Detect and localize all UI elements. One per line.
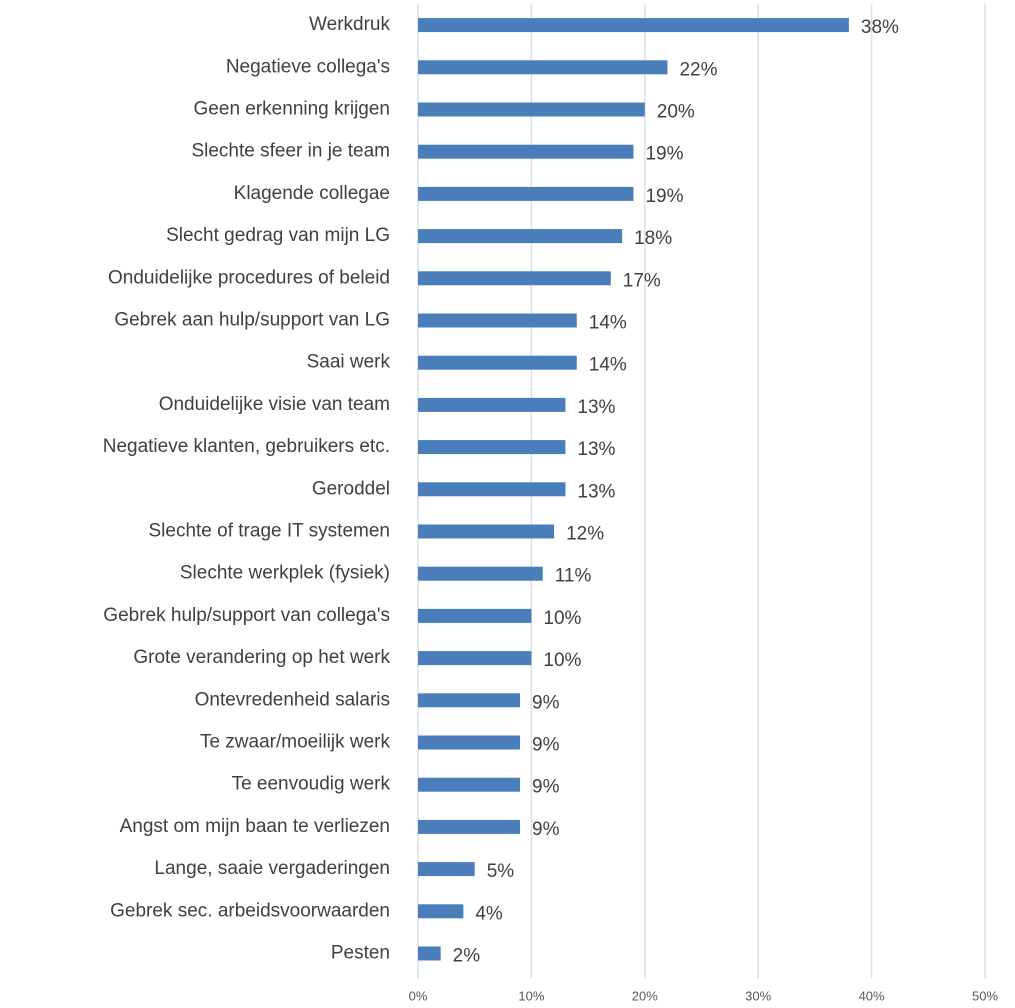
y-tick-label: Angst om mijn baan te verliezen (120, 816, 390, 837)
y-tick-label: Gebrek hulp/support van collega's (103, 605, 390, 626)
y-tick-label: Gebrek sec. arbeidsvoorwaarden (110, 900, 390, 921)
data-label: 10% (543, 650, 581, 671)
x-tick-label: 50% (972, 988, 998, 1003)
data-label: 17% (623, 270, 661, 291)
data-label: 20% (657, 102, 695, 123)
y-tick-label: Onduidelijke procedures of beleid (108, 267, 390, 288)
bar (418, 946, 441, 961)
data-label: 9% (532, 735, 560, 756)
bar (418, 482, 566, 497)
bar (418, 102, 645, 117)
data-label: 12% (566, 524, 604, 545)
data-label: 14% (589, 355, 627, 376)
y-tick-label: Klagende collegae (234, 183, 390, 204)
y-tick-label: Grote verandering op het werk (133, 647, 390, 668)
data-label: 2% (453, 946, 481, 967)
bar (418, 271, 611, 286)
bar (418, 144, 634, 159)
data-label: 13% (577, 439, 615, 460)
x-tick-label: 20% (632, 988, 658, 1003)
data-label: 5% (487, 861, 515, 882)
data-label: 9% (532, 777, 560, 798)
bar (418, 440, 566, 455)
data-label: 38% (861, 17, 899, 38)
bar (418, 862, 475, 877)
y-tick-label: Werkdruk (309, 14, 390, 35)
y-tick-label: Ontevredenheid salaris (195, 689, 390, 710)
data-label: 9% (532, 819, 560, 840)
bar (418, 229, 623, 244)
data-label: 19% (645, 144, 683, 165)
bar (418, 186, 634, 201)
bar (418, 904, 464, 919)
x-tick-label: 10% (518, 988, 544, 1003)
y-tick-label: Gebrek aan hulp/support van LG (114, 310, 390, 331)
y-tick-label: Slechte sfeer in je team (191, 141, 390, 162)
x-tick-label: 40% (859, 988, 885, 1003)
bar (418, 313, 577, 328)
y-tick-label: Slechte of trage IT systemen (149, 521, 391, 542)
data-label: 4% (475, 903, 503, 924)
bar (418, 566, 543, 581)
y-tick-label: Onduidelijke visie van team (159, 394, 390, 415)
data-label: 13% (577, 397, 615, 418)
data-label: 10% (543, 608, 581, 629)
data-label: 19% (645, 186, 683, 207)
data-label: 13% (577, 481, 615, 502)
y-tick-label: Saai werk (307, 352, 391, 373)
bar (418, 355, 577, 370)
bar (418, 60, 668, 75)
data-label: 9% (532, 692, 560, 713)
y-tick-label: Geroddel (312, 478, 390, 499)
bar (418, 397, 566, 412)
bar (418, 693, 521, 708)
bar (418, 777, 521, 792)
y-tick-label: Geen erkenning krijgen (194, 99, 390, 120)
y-tick-label: Lange, saaie vergaderingen (154, 858, 390, 879)
data-label: 22% (679, 59, 717, 80)
x-tick-label: 0% (409, 988, 428, 1003)
bar (418, 608, 532, 623)
bar (418, 819, 521, 834)
bar (418, 524, 555, 539)
data-label: 14% (589, 313, 627, 334)
y-tick-label: Slechte werkplek (fysiek) (180, 563, 390, 584)
y-tick-label: Negatieve collega's (226, 56, 390, 77)
x-tick-label: 30% (745, 988, 771, 1003)
y-tick-label: Pesten (331, 943, 390, 964)
bar (418, 651, 532, 666)
bar (418, 18, 849, 33)
bar (418, 735, 521, 750)
data-label: 11% (555, 566, 592, 587)
y-tick-label: Te eenvoudig werk (232, 774, 391, 795)
y-tick-label: Te zwaar/moeilijk werk (200, 732, 391, 753)
y-tick-label: Slecht gedrag van mijn LG (166, 225, 390, 246)
data-label: 18% (634, 228, 672, 249)
y-tick-label: Negatieve klanten, gebruikers etc. (103, 436, 390, 457)
